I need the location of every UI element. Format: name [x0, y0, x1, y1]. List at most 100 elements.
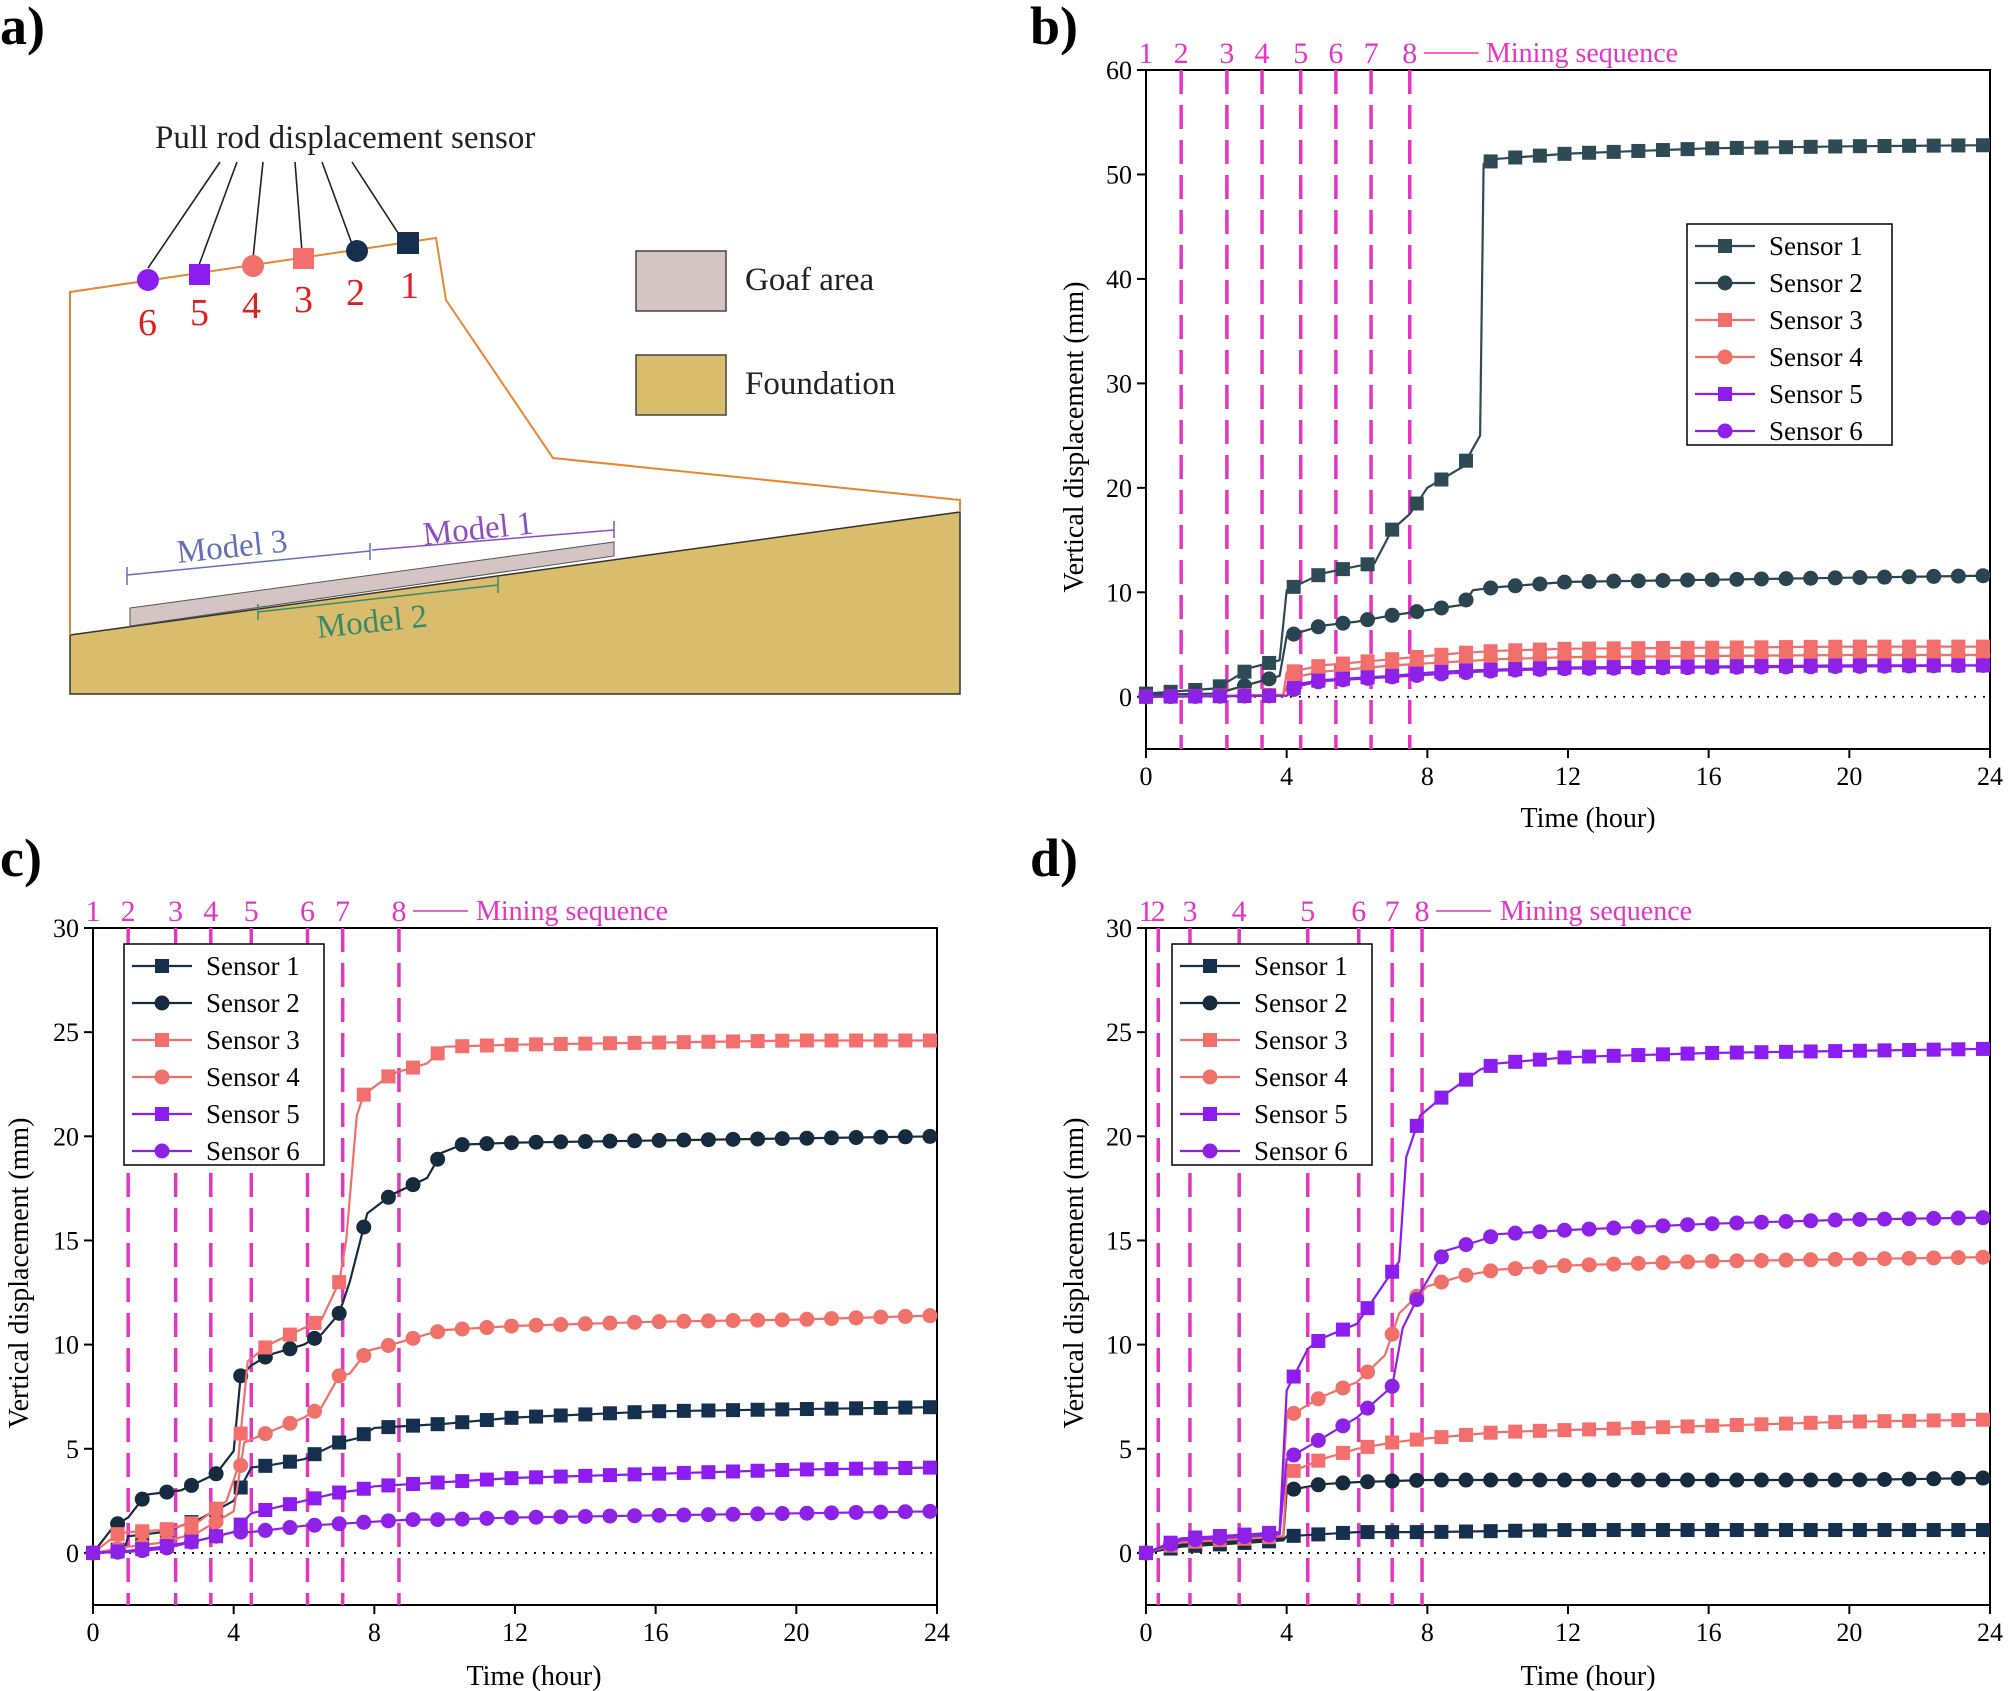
- data-point: [775, 1033, 790, 1048]
- mining-sequence-number: 2: [121, 895, 136, 928]
- data-point: [455, 1415, 470, 1430]
- data-point: [922, 1033, 937, 1048]
- data-point: [1950, 1210, 1966, 1226]
- data-point: [332, 1485, 347, 1500]
- mining-sequence-number: 6: [1351, 895, 1366, 928]
- y-tick-label: 30: [1106, 914, 1132, 943]
- panel-a-diagram: a) Model 3 Model 1 Model 2 Pull rod disp…: [0, 0, 961, 695]
- data-point: [775, 1463, 790, 1478]
- data-point: [1803, 570, 1819, 586]
- data-point: [1385, 1264, 1400, 1279]
- data-point: [1704, 659, 1720, 675]
- data-point: [922, 1503, 938, 1519]
- foundation-region: [69, 511, 961, 695]
- data-point: [528, 1317, 544, 1333]
- data-point: [1828, 1523, 1843, 1538]
- data-point: [824, 1401, 839, 1416]
- data-point: [1532, 1259, 1548, 1275]
- data-point: [1704, 1472, 1720, 1488]
- data-point: [233, 1457, 249, 1473]
- x-tick-label: 4: [1280, 762, 1293, 791]
- data-point: [1877, 658, 1892, 674]
- data-point: [1409, 667, 1425, 683]
- data-point: [1630, 1255, 1646, 1271]
- data-point: [1384, 607, 1400, 623]
- data-point: [1532, 148, 1547, 163]
- data-point: [1335, 1322, 1350, 1337]
- data-point: [1655, 1420, 1670, 1435]
- data-point: [1779, 1044, 1794, 1059]
- goaf-band: [129, 541, 615, 627]
- data-point: [405, 1512, 421, 1528]
- data-point: [356, 1514, 372, 1530]
- data-point: [1433, 666, 1449, 682]
- legend-label: Sensor 6: [1254, 1136, 1348, 1166]
- data-point: [529, 1470, 544, 1485]
- x-tick-label: 16: [643, 1618, 669, 1647]
- data-point: [848, 1310, 864, 1326]
- sensor-title: Pull rod displacement sensor: [155, 120, 535, 156]
- data-point: [849, 1461, 864, 1476]
- model-1-marker: [371, 521, 615, 551]
- data-point: [1902, 138, 1917, 153]
- data-point: [726, 1034, 741, 1049]
- data-point: [1360, 1439, 1375, 1454]
- mining-sequence-number: 8: [1402, 37, 1417, 70]
- data-point: [897, 1129, 913, 1145]
- data-point: [1975, 657, 1991, 673]
- data-point: [1655, 143, 1670, 158]
- data-point: [602, 1508, 618, 1524]
- data-point: [873, 1309, 889, 1325]
- mining-sequence-number: 6: [1328, 37, 1343, 70]
- data-point: [1385, 1435, 1400, 1450]
- data-point: [1433, 1249, 1449, 1265]
- data-point: [1532, 1523, 1547, 1538]
- data-point: [1606, 1523, 1621, 1538]
- data-point: [1705, 1418, 1720, 1433]
- mining-sequence-number: 2: [1174, 37, 1189, 70]
- data-point: [1975, 138, 1990, 153]
- y-tick-label: 60: [1106, 56, 1132, 85]
- legend-marker: [1203, 1033, 1217, 1047]
- legend-marker: [155, 959, 169, 973]
- panel-a-label: a): [0, 0, 45, 56]
- mining-sequence-number: 7: [1364, 37, 1379, 70]
- chart-c-xlabel: Time (hour): [466, 1661, 601, 1691]
- data-point: [1360, 1525, 1375, 1540]
- data-point: [1926, 1250, 1942, 1266]
- mining-sequence-number: 3: [168, 895, 183, 928]
- data-point: [1483, 1425, 1498, 1440]
- data-point: [1975, 1210, 1991, 1226]
- data-point: [1606, 1421, 1621, 1436]
- data-point: [897, 1504, 913, 1520]
- data-point: [282, 1341, 298, 1357]
- data-point: [577, 1316, 593, 1332]
- data-point: [1434, 472, 1449, 487]
- mining-sequence-number: 6: [300, 895, 315, 928]
- data-point: [455, 1039, 470, 1054]
- data-point: [1901, 1211, 1917, 1227]
- data-point: [1901, 658, 1917, 674]
- data-point: [1779, 1523, 1794, 1538]
- mining-sequence-number: 1: [86, 895, 101, 928]
- data-point: [208, 1514, 224, 1530]
- data-point: [1458, 1267, 1474, 1283]
- data-point: [578, 1407, 593, 1422]
- legend-label: Sensor 4: [1769, 342, 1863, 372]
- data-point: [356, 1427, 371, 1442]
- data-point: [1655, 1472, 1671, 1488]
- data-point: [1803, 659, 1819, 675]
- data-point: [381, 1478, 396, 1493]
- data-point: [381, 1420, 396, 1435]
- data-point: [725, 1313, 741, 1329]
- data-point: [356, 1481, 371, 1496]
- data-point: [824, 1505, 839, 1521]
- data-point: [750, 1463, 765, 1478]
- chart-c-ylabel: Vertical displacement (mm): [4, 1118, 35, 1429]
- data-point: [1606, 1256, 1622, 1272]
- data-point: [1433, 1472, 1449, 1488]
- data-point: [1852, 1472, 1868, 1488]
- data-point: [282, 1454, 297, 1469]
- data-point: [1335, 1475, 1351, 1491]
- data-point: [873, 1129, 889, 1145]
